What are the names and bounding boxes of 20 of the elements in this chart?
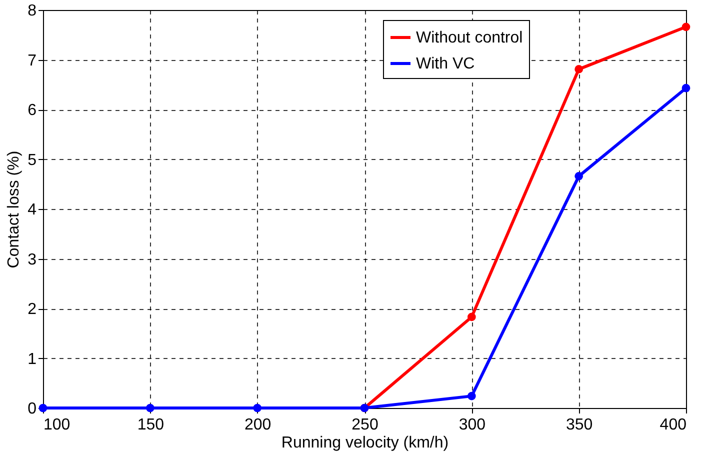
- y-tick-label: 1: [28, 350, 37, 368]
- y-axis-title: Contact loss (%): [6, 150, 23, 268]
- x-tick-label: 100: [44, 416, 70, 434]
- y-tick-label: 5: [28, 152, 37, 169]
- y-tick-label: 6: [28, 102, 37, 119]
- x-tick-label: 300: [458, 416, 486, 434]
- legend-label: With VC: [416, 56, 475, 72]
- y-tick-label: 2: [28, 301, 37, 318]
- x-axis-title: Running velocity (km/h): [281, 434, 449, 452]
- x-tick-label: 350: [566, 416, 593, 434]
- y-tick-label: 0: [28, 400, 37, 418]
- y-tick-label: 8: [28, 2, 37, 20]
- legend-label: Without control: [416, 30, 523, 46]
- x-tick-label: 250: [352, 416, 378, 434]
- x-tick-label: 200: [244, 416, 272, 434]
- y-tick-label: 3: [28, 251, 37, 268]
- x-tick-label: 150: [137, 416, 164, 434]
- x-tick-label: 400: [660, 416, 687, 434]
- y-tick-label: 4: [28, 202, 37, 218]
- y-tick-label: 7: [28, 52, 37, 70]
